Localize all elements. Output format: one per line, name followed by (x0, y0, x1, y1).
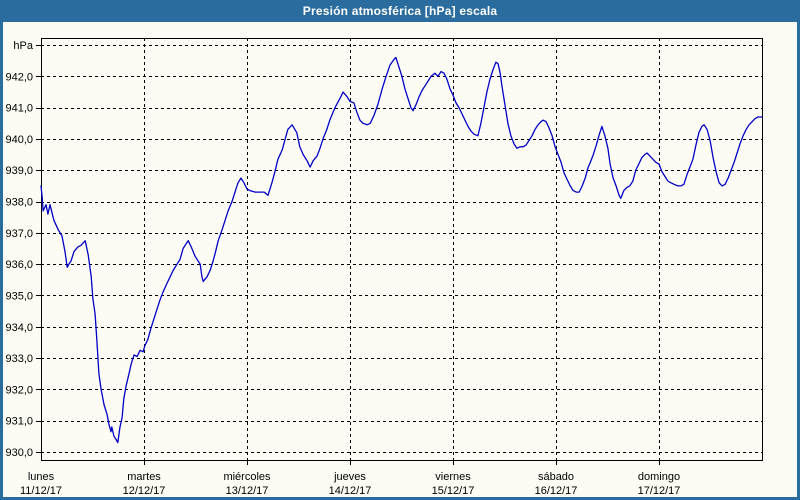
y-axis-tick-label: 935,0 (5, 290, 33, 302)
chart-title: Presión atmosférica [hPa] escala (302, 4, 498, 18)
x-axis-date-label: 17/12/17 (638, 485, 681, 497)
x-axis-day-label: domingo (638, 471, 680, 483)
y-axis-tick-label: 930,0 (5, 447, 33, 459)
x-axis-date-label: 15/12/17 (432, 485, 475, 497)
x-axis-day-label: martes (127, 471, 161, 483)
y-axis-tick-label: 934,0 (5, 322, 33, 334)
x-axis-date-label: 12/12/17 (123, 485, 166, 497)
y-axis-tick-label: 938,0 (5, 197, 33, 209)
chart-title-bar: Presión atmosférica [hPa] escala (0, 0, 800, 22)
y-axis-tick-label: 937,0 (5, 228, 33, 240)
y-axis-unit-label: hPa (13, 40, 33, 52)
y-axis-tick-label: 941,0 (5, 103, 33, 115)
x-axis-date-label: 13/12/17 (226, 485, 269, 497)
y-axis-tick-label: 940,0 (5, 134, 33, 146)
plot-border (41, 38, 763, 461)
x-axis-day-label: sábado (538, 471, 574, 483)
x-axis-date-label: 11/12/17 (20, 485, 62, 497)
x-axis-day-label: jueves (333, 471, 366, 483)
y-axis-tick-label: 933,0 (5, 353, 33, 365)
pressure-series-line (40, 56, 763, 444)
y-axis-tick-label: 936,0 (5, 259, 33, 271)
x-axis-day-label: viernes (435, 471, 471, 483)
gridlines (41, 38, 762, 460)
x-axis-date-label: 14/12/17 (329, 485, 372, 497)
y-axis-tick-label: 939,0 (5, 165, 33, 177)
y-axis-tick-label: 942,0 (5, 71, 33, 83)
x-axis-date-label: 16/12/17 (535, 485, 578, 497)
axis-labels: hPa 942,0 941,0 940,0 939,0 938,0 937,0 936,0 93… (5, 40, 680, 497)
x-axis-day-label: lunes (28, 471, 55, 483)
y-axis-tick-label: 932,0 (5, 384, 33, 396)
y-axis-tick-label: 931,0 (5, 416, 33, 428)
x-axis-day-label: miércoles (223, 471, 271, 483)
